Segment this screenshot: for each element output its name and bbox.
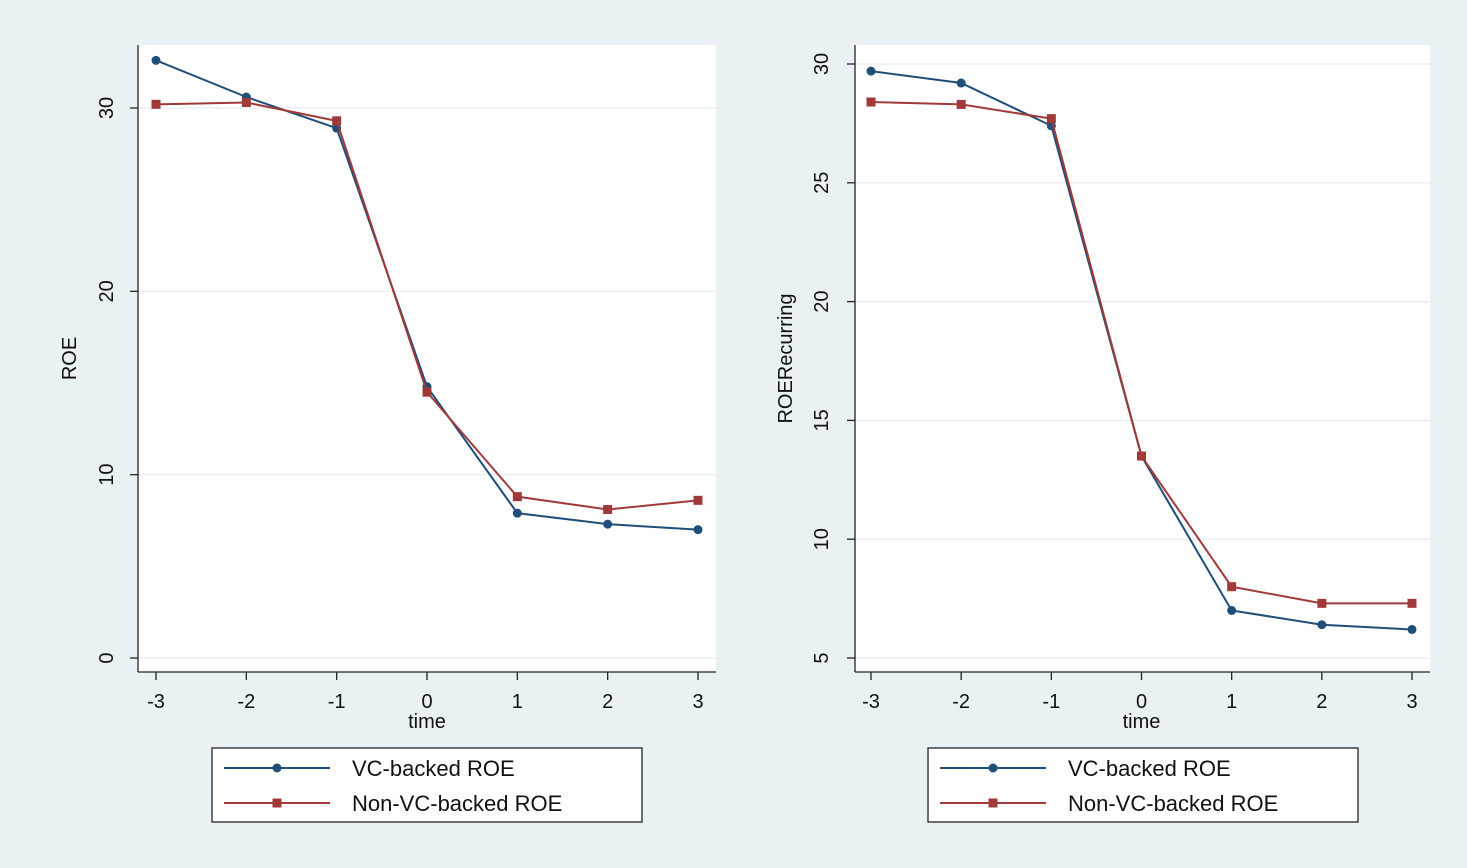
y-tick-label: 20 [811, 290, 833, 312]
plot-area [855, 45, 1430, 672]
x-tick-label: 2 [602, 691, 613, 713]
series-point [1046, 114, 1056, 124]
x-tick-label: -3 [147, 691, 165, 713]
x-tick-label: -1 [328, 691, 346, 713]
roe-chart: 0 10 20 30 -3 -2 -1 0 1 2 3 time ROE VC-backed ROE Non… [59, 45, 716, 823]
x-tick-label: 2 [1316, 691, 1327, 713]
y-tick-label: 20 [96, 280, 118, 302]
y-axis-title: ROERecurring [775, 293, 797, 423]
x-tick-label: 3 [692, 691, 703, 713]
series-point [151, 99, 161, 109]
x-tick-label: 1 [512, 691, 523, 713]
series-point [956, 78, 966, 88]
series-point [1407, 624, 1417, 634]
legend-swatch-marker [988, 763, 998, 773]
y-tick-label: 5 [811, 652, 833, 663]
series-point [1227, 582, 1237, 592]
series-point [422, 387, 432, 397]
series-point [603, 519, 613, 529]
series-point [241, 98, 251, 107]
legend-box [211, 747, 643, 823]
y-tick-label: 10 [811, 528, 833, 550]
roe-recurring-chart: 5 10 15 20 25 30 -3 -2 -1 0 1 2 3 time ROERecurring VC-… [775, 45, 1430, 823]
series-point [1227, 605, 1237, 615]
series-point [956, 99, 966, 109]
series-point [1137, 451, 1146, 461]
legend-label: Non-VC-backed ROE [1068, 791, 1278, 816]
legend-swatch-marker [272, 763, 282, 773]
y-tick-label: 15 [811, 409, 833, 431]
y-tick-label: 30 [811, 53, 833, 75]
series-point [603, 505, 613, 514]
y-tick-label: 0 [96, 652, 118, 663]
x-tick-label: -1 [1042, 691, 1060, 713]
x-axis-title: time [408, 711, 446, 733]
x-tick-label: -2 [952, 691, 970, 713]
x-tick-label: 0 [1136, 691, 1147, 713]
y-tick-label: 25 [811, 172, 833, 194]
x-tick-label: -3 [862, 691, 880, 713]
x-tick-label: -2 [237, 691, 255, 713]
series-point [866, 97, 876, 107]
series-point [512, 508, 522, 518]
x-tick-label: 1 [1226, 691, 1237, 713]
y-tick-label: 30 [96, 97, 118, 119]
series-point [1317, 620, 1327, 630]
legend-label: Non-VC-backed ROE [352, 791, 562, 816]
y-tick-label: 10 [96, 464, 118, 486]
legend-label: VC-backed ROE [352, 756, 515, 781]
series-point [1407, 598, 1417, 608]
x-axis-title: time [1123, 711, 1161, 733]
series-point [866, 66, 876, 76]
series-point [693, 525, 703, 535]
x-tick-label: 0 [421, 691, 432, 713]
series-point [512, 492, 522, 502]
series-point [332, 116, 342, 126]
series-point [1317, 598, 1327, 608]
legend-box [927, 747, 1359, 823]
legend-swatch-marker [988, 798, 998, 808]
y-axis-title: ROE [59, 337, 81, 380]
series-point [151, 55, 161, 65]
x-tick-label: 3 [1406, 691, 1417, 713]
plot-area [138, 45, 716, 672]
legend-swatch-marker [272, 798, 282, 808]
legend-label: VC-backed ROE [1068, 756, 1231, 781]
series-point [693, 495, 703, 505]
